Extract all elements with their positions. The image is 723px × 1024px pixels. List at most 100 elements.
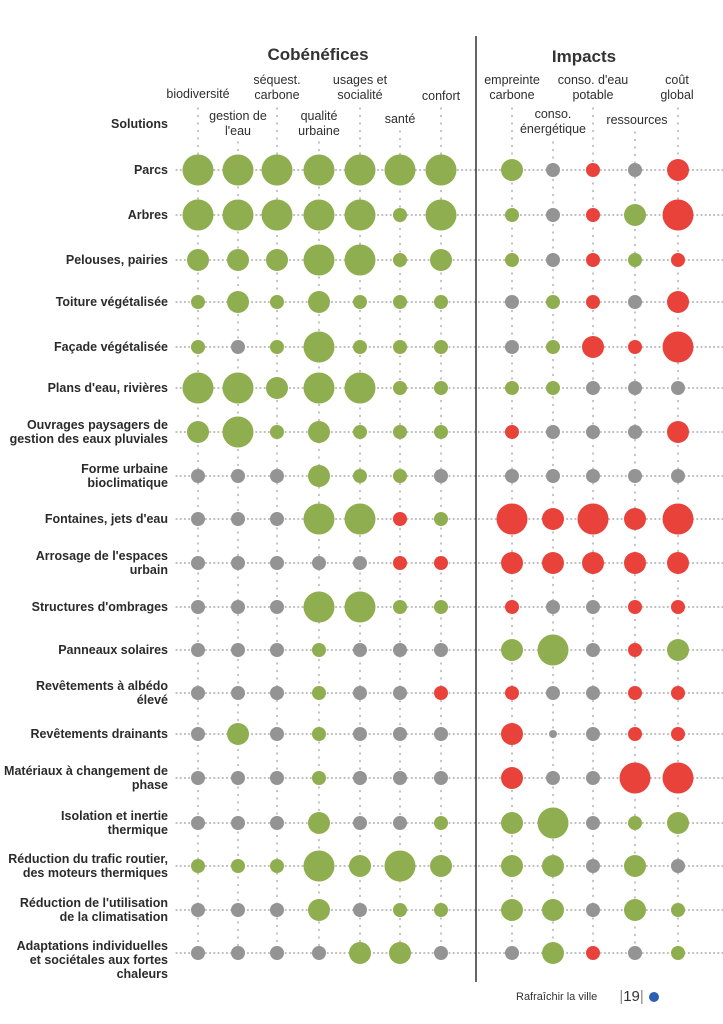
impact-bubble xyxy=(505,469,519,483)
column-label-line: conso. xyxy=(535,107,572,121)
impact-bubble xyxy=(577,503,609,535)
column-label-line: conso. d'eau xyxy=(558,73,629,87)
impact-bubble xyxy=(628,253,642,267)
impact-bubble xyxy=(671,727,685,741)
impact-bubble xyxy=(546,295,560,309)
impact-bubble xyxy=(505,340,519,354)
impact-bubble xyxy=(586,727,600,741)
column-label-line: usages et xyxy=(333,73,388,87)
cobenefice-bubble xyxy=(434,600,448,614)
cobenefice-bubble xyxy=(231,903,245,917)
impact-bubble xyxy=(586,600,600,614)
cobenefice-bubble xyxy=(270,686,284,700)
impact-bubble xyxy=(628,163,642,177)
column-label-line: coût xyxy=(665,73,689,87)
cobenefice-bubble xyxy=(222,372,254,404)
impact-bubble xyxy=(586,816,600,830)
impact-bubble xyxy=(671,253,685,267)
cobenefice-bubble xyxy=(182,372,214,404)
cobenefice-bubble xyxy=(270,903,284,917)
row-label-line: Structures d'ombrages xyxy=(32,600,168,614)
row-label-line: gestion des eaux pluviales xyxy=(10,432,168,446)
cobenefice-bubble xyxy=(270,816,284,830)
impact-bubble xyxy=(549,730,557,738)
impact-bubble xyxy=(628,425,642,439)
cobenefice-bubble xyxy=(353,771,367,785)
cobenefice-bubble xyxy=(393,686,407,700)
column-label-line: empreinte xyxy=(484,73,540,87)
row-label-line: et sociétales aux fortes xyxy=(30,953,168,967)
cobenefice-column-label: usages et socialité xyxy=(333,73,388,102)
cobenefice-bubble xyxy=(434,512,448,526)
cobenefice-bubble xyxy=(231,340,245,354)
cobenefice-bubble xyxy=(434,556,448,570)
row-label-line: Réduction du trafic routier, xyxy=(8,852,168,866)
row-label-line: phase xyxy=(132,778,168,792)
bubble-matrix-chart: Cobénéfices Impacts Solutions biodiversi… xyxy=(4,36,723,982)
impact-column-label: empreinte carbone xyxy=(484,73,540,102)
cobenefice-bubble xyxy=(349,942,371,964)
row-label: Revêtements à albédo élevé xyxy=(36,679,168,707)
cobenefice-bubble xyxy=(261,199,293,231)
cobenefice-bubble xyxy=(434,643,448,657)
impact-bubble xyxy=(628,381,642,395)
impact-bubble xyxy=(624,508,646,530)
column-label-line: gestion de xyxy=(209,109,267,123)
cobenefice-bubble xyxy=(270,771,284,785)
impact-bubble xyxy=(501,159,523,181)
column-label-line: potable xyxy=(572,88,613,102)
page-separator-right: | xyxy=(639,988,644,1005)
impacts-title: Impacts xyxy=(552,47,616,66)
cobenefice-bubble xyxy=(434,425,448,439)
impact-bubble xyxy=(667,812,689,834)
impact-bubble xyxy=(546,340,560,354)
row-label-line: de la climatisation xyxy=(60,910,168,924)
cobenefice-bubble xyxy=(261,154,293,186)
cobenefice-bubble xyxy=(231,556,245,570)
impact-bubble xyxy=(586,643,600,657)
impact-bubble xyxy=(662,503,694,535)
cobenefice-bubble xyxy=(187,421,209,443)
impact-bubble xyxy=(667,421,689,443)
impact-bubble xyxy=(501,812,523,834)
row-label: Adaptations individuelles et sociétales a… xyxy=(17,939,168,981)
cobenefice-bubble xyxy=(344,591,376,623)
row-label: Forme urbaine bioclimatique xyxy=(81,462,168,490)
cobenefice-bubble xyxy=(353,643,367,657)
cobenefice-bubble xyxy=(434,727,448,741)
cobenefice-bubble xyxy=(191,859,205,873)
column-label-line: biodiversité xyxy=(166,87,229,101)
impact-bubble xyxy=(546,253,560,267)
row-label: Arrosage de l'espaces urbain xyxy=(36,549,168,577)
cobenefice-bubble xyxy=(434,903,448,917)
impact-bubble xyxy=(505,253,519,267)
row-label-line: Matériaux à changement de xyxy=(4,764,168,778)
cobenefice-bubble xyxy=(393,340,407,354)
cobenefice-bubble xyxy=(270,295,284,309)
cobenefice-bubble xyxy=(312,643,326,657)
impact-bubble xyxy=(537,634,569,666)
cobenefice-column-label: séquest. carbone xyxy=(253,73,300,102)
cobenefice-bubble xyxy=(303,244,335,276)
cobenefice-bubble xyxy=(434,469,448,483)
cobenefice-bubble xyxy=(303,331,335,363)
cobenefice-bubble xyxy=(344,199,376,231)
row-label-line: Réduction de l'utilisation xyxy=(20,896,168,910)
impact-bubble xyxy=(662,331,694,363)
impact-bubble xyxy=(546,469,560,483)
impact-bubble xyxy=(542,899,564,921)
row-label-line: bioclimatique xyxy=(87,476,168,490)
impact-bubble xyxy=(671,469,685,483)
cobenefice-bubble xyxy=(344,503,376,535)
cobenefice-bubble xyxy=(312,686,326,700)
cobenefice-bubble xyxy=(393,512,407,526)
cobenefice-bubble xyxy=(353,340,367,354)
cobenefice-bubble xyxy=(353,295,367,309)
row-label: Arbres xyxy=(128,208,168,222)
column-label-line: qualité xyxy=(301,109,338,123)
cobenefice-column-label: confort xyxy=(422,89,461,103)
page-separator-left: | xyxy=(619,988,624,1005)
row-label-line: Ouvrages paysagers de xyxy=(27,418,168,432)
impact-bubble xyxy=(505,946,519,960)
cobenefice-bubble xyxy=(270,600,284,614)
